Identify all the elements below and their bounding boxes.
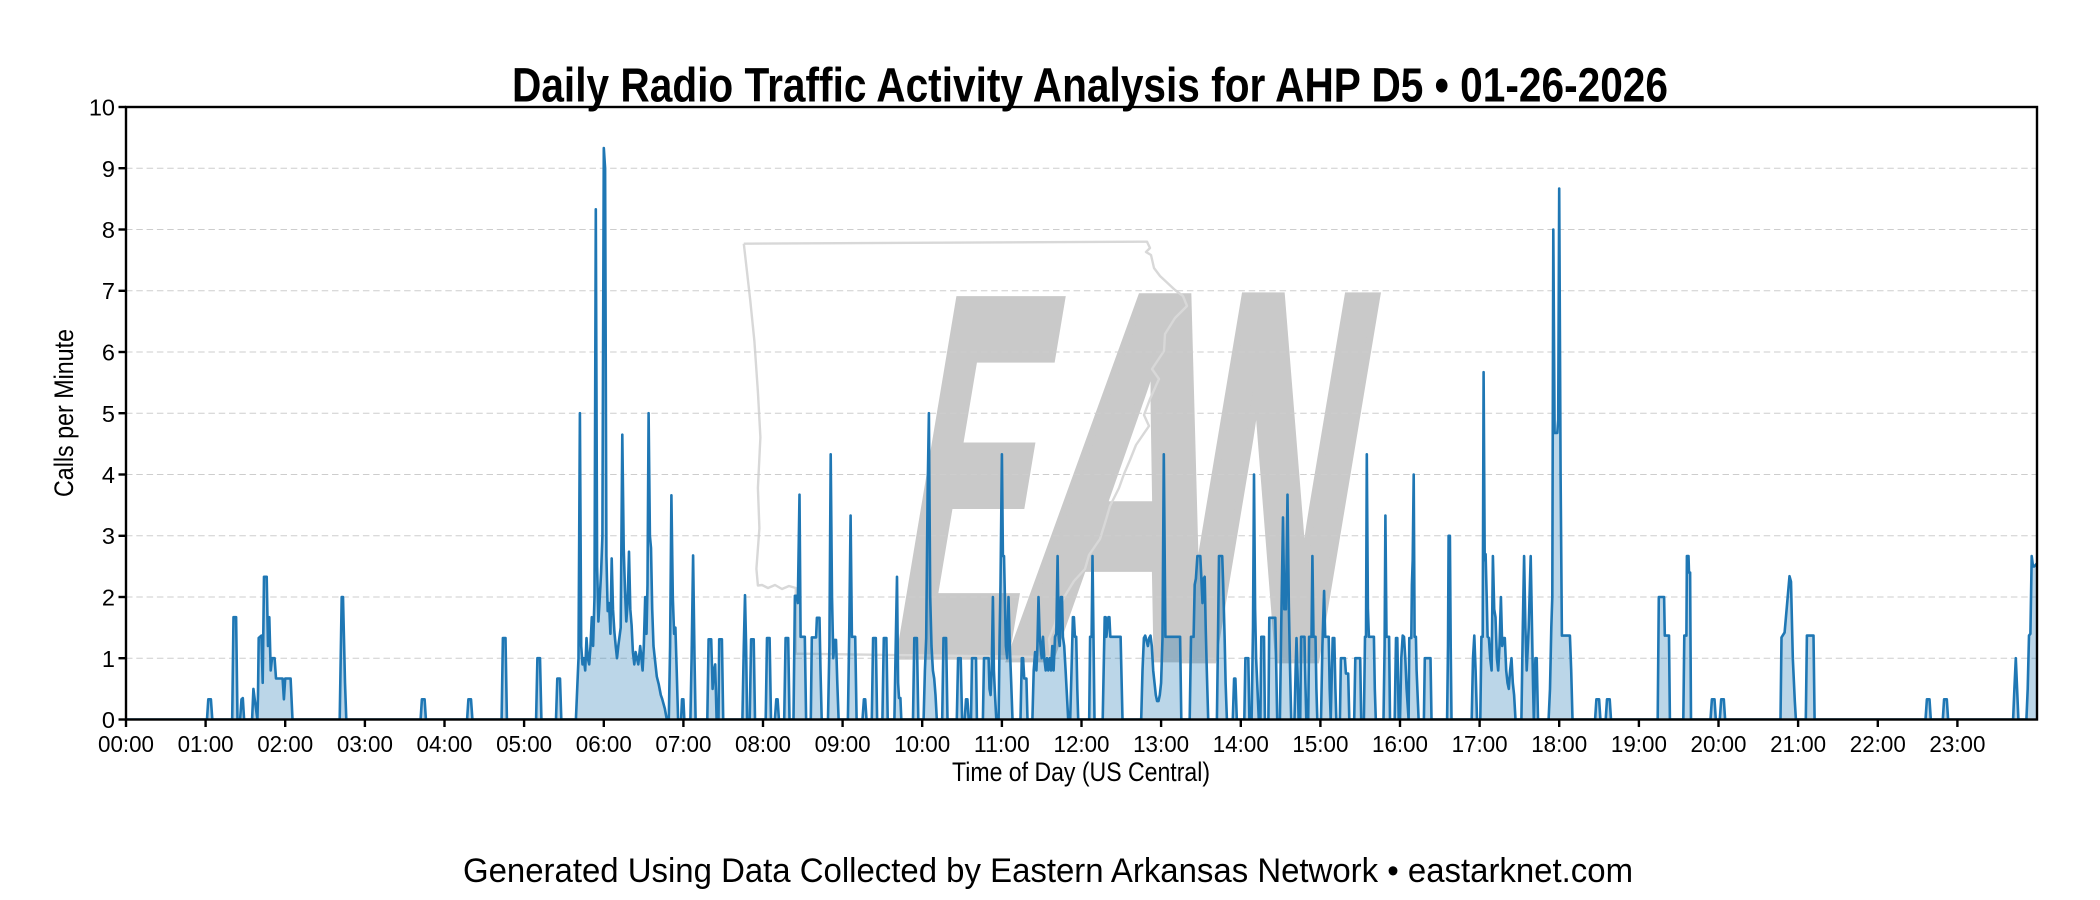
svg-text:05:00: 05:00	[496, 731, 552, 757]
svg-text:Calls per Minute: Calls per Minute	[49, 329, 79, 497]
svg-text:17:00: 17:00	[1452, 731, 1508, 757]
svg-text:Daily Radio Traffic Activity A: Daily Radio Traffic Activity Analysis fo…	[512, 60, 1668, 113]
svg-text:21:00: 21:00	[1770, 731, 1826, 757]
svg-text:6: 6	[102, 340, 115, 366]
svg-text:1: 1	[102, 646, 115, 672]
svg-text:18:00: 18:00	[1531, 731, 1587, 757]
svg-text:8: 8	[102, 217, 115, 243]
svg-text:Time of Day (US Central): Time of Day (US Central)	[952, 757, 1210, 787]
svg-text:01:00: 01:00	[178, 731, 234, 757]
svg-text:15:00: 15:00	[1292, 731, 1348, 757]
svg-text:3: 3	[102, 523, 115, 549]
svg-text:08:00: 08:00	[735, 731, 791, 757]
svg-text:09:00: 09:00	[815, 731, 871, 757]
svg-text:06:00: 06:00	[576, 731, 632, 757]
svg-text:22:00: 22:00	[1850, 731, 1906, 757]
svg-text:4: 4	[102, 462, 115, 488]
svg-text:23:00: 23:00	[1929, 731, 1985, 757]
svg-text:19:00: 19:00	[1611, 731, 1667, 757]
svg-text:0: 0	[102, 707, 115, 733]
svg-text:10:00: 10:00	[894, 731, 950, 757]
svg-text:03:00: 03:00	[337, 731, 393, 757]
svg-text:11:00: 11:00	[974, 731, 1030, 757]
svg-text:20:00: 20:00	[1691, 731, 1747, 757]
svg-text:9: 9	[102, 156, 115, 182]
svg-text:12:00: 12:00	[1054, 731, 1110, 757]
svg-text:04:00: 04:00	[417, 731, 473, 757]
svg-text:02:00: 02:00	[257, 731, 313, 757]
svg-text:07:00: 07:00	[655, 731, 711, 757]
svg-text:00:00: 00:00	[98, 731, 154, 757]
svg-text:7: 7	[102, 278, 115, 304]
svg-text:14:00: 14:00	[1213, 731, 1269, 757]
svg-text:13:00: 13:00	[1133, 731, 1189, 757]
svg-text:10: 10	[89, 95, 115, 121]
svg-text:2: 2	[102, 585, 115, 611]
svg-text:5: 5	[102, 401, 115, 427]
svg-text:Generated Using Data Collected: Generated Using Data Collected by Easter…	[463, 852, 1633, 890]
svg-text:16:00: 16:00	[1372, 731, 1428, 757]
